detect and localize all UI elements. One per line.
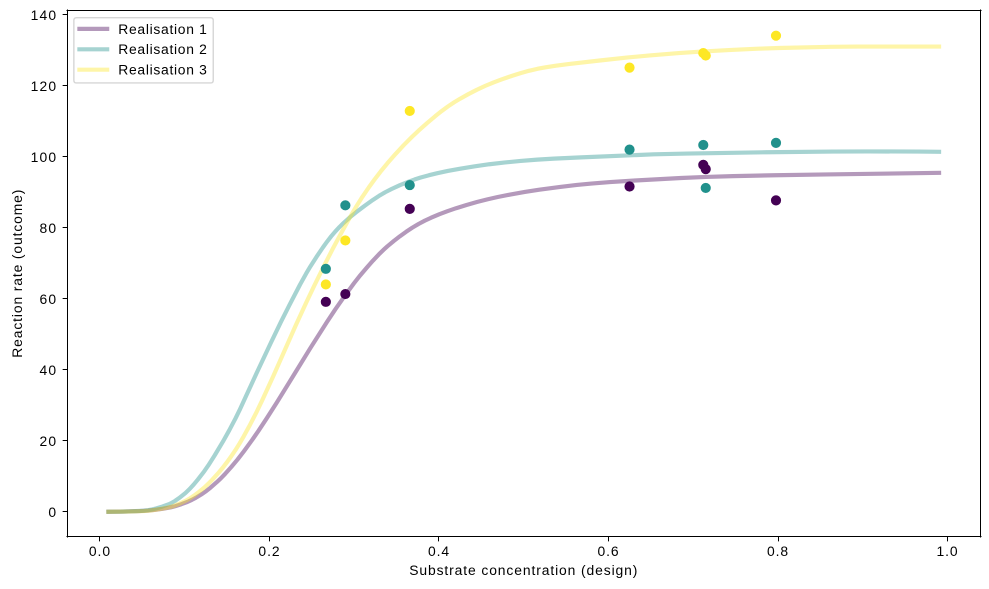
svg-text:Substrate concentration (desig: Substrate concentration (design)	[409, 562, 638, 578]
svg-text:0.0: 0.0	[89, 543, 111, 559]
svg-text:100: 100	[31, 149, 58, 165]
svg-text:20: 20	[40, 433, 58, 449]
svg-text:80: 80	[40, 220, 58, 236]
svg-text:Realisation 3: Realisation 3	[118, 62, 207, 78]
svg-text:0: 0	[48, 504, 57, 520]
svg-text:0.8: 0.8	[767, 543, 789, 559]
svg-text:0.6: 0.6	[597, 543, 619, 559]
svg-text:140: 140	[31, 7, 58, 23]
svg-text:1.0: 1.0	[937, 543, 959, 559]
svg-text:0.2: 0.2	[258, 543, 280, 559]
svg-text:120: 120	[31, 78, 58, 94]
svg-text:Realisation 1: Realisation 1	[118, 21, 207, 37]
svg-text:Reaction rate (outcome): Reaction rate (outcome)	[9, 189, 25, 358]
svg-text:0.4: 0.4	[428, 543, 450, 559]
svg-text:60: 60	[40, 291, 58, 307]
svg-text:Realisation 2: Realisation 2	[118, 41, 207, 57]
svg-text:40: 40	[40, 362, 58, 378]
